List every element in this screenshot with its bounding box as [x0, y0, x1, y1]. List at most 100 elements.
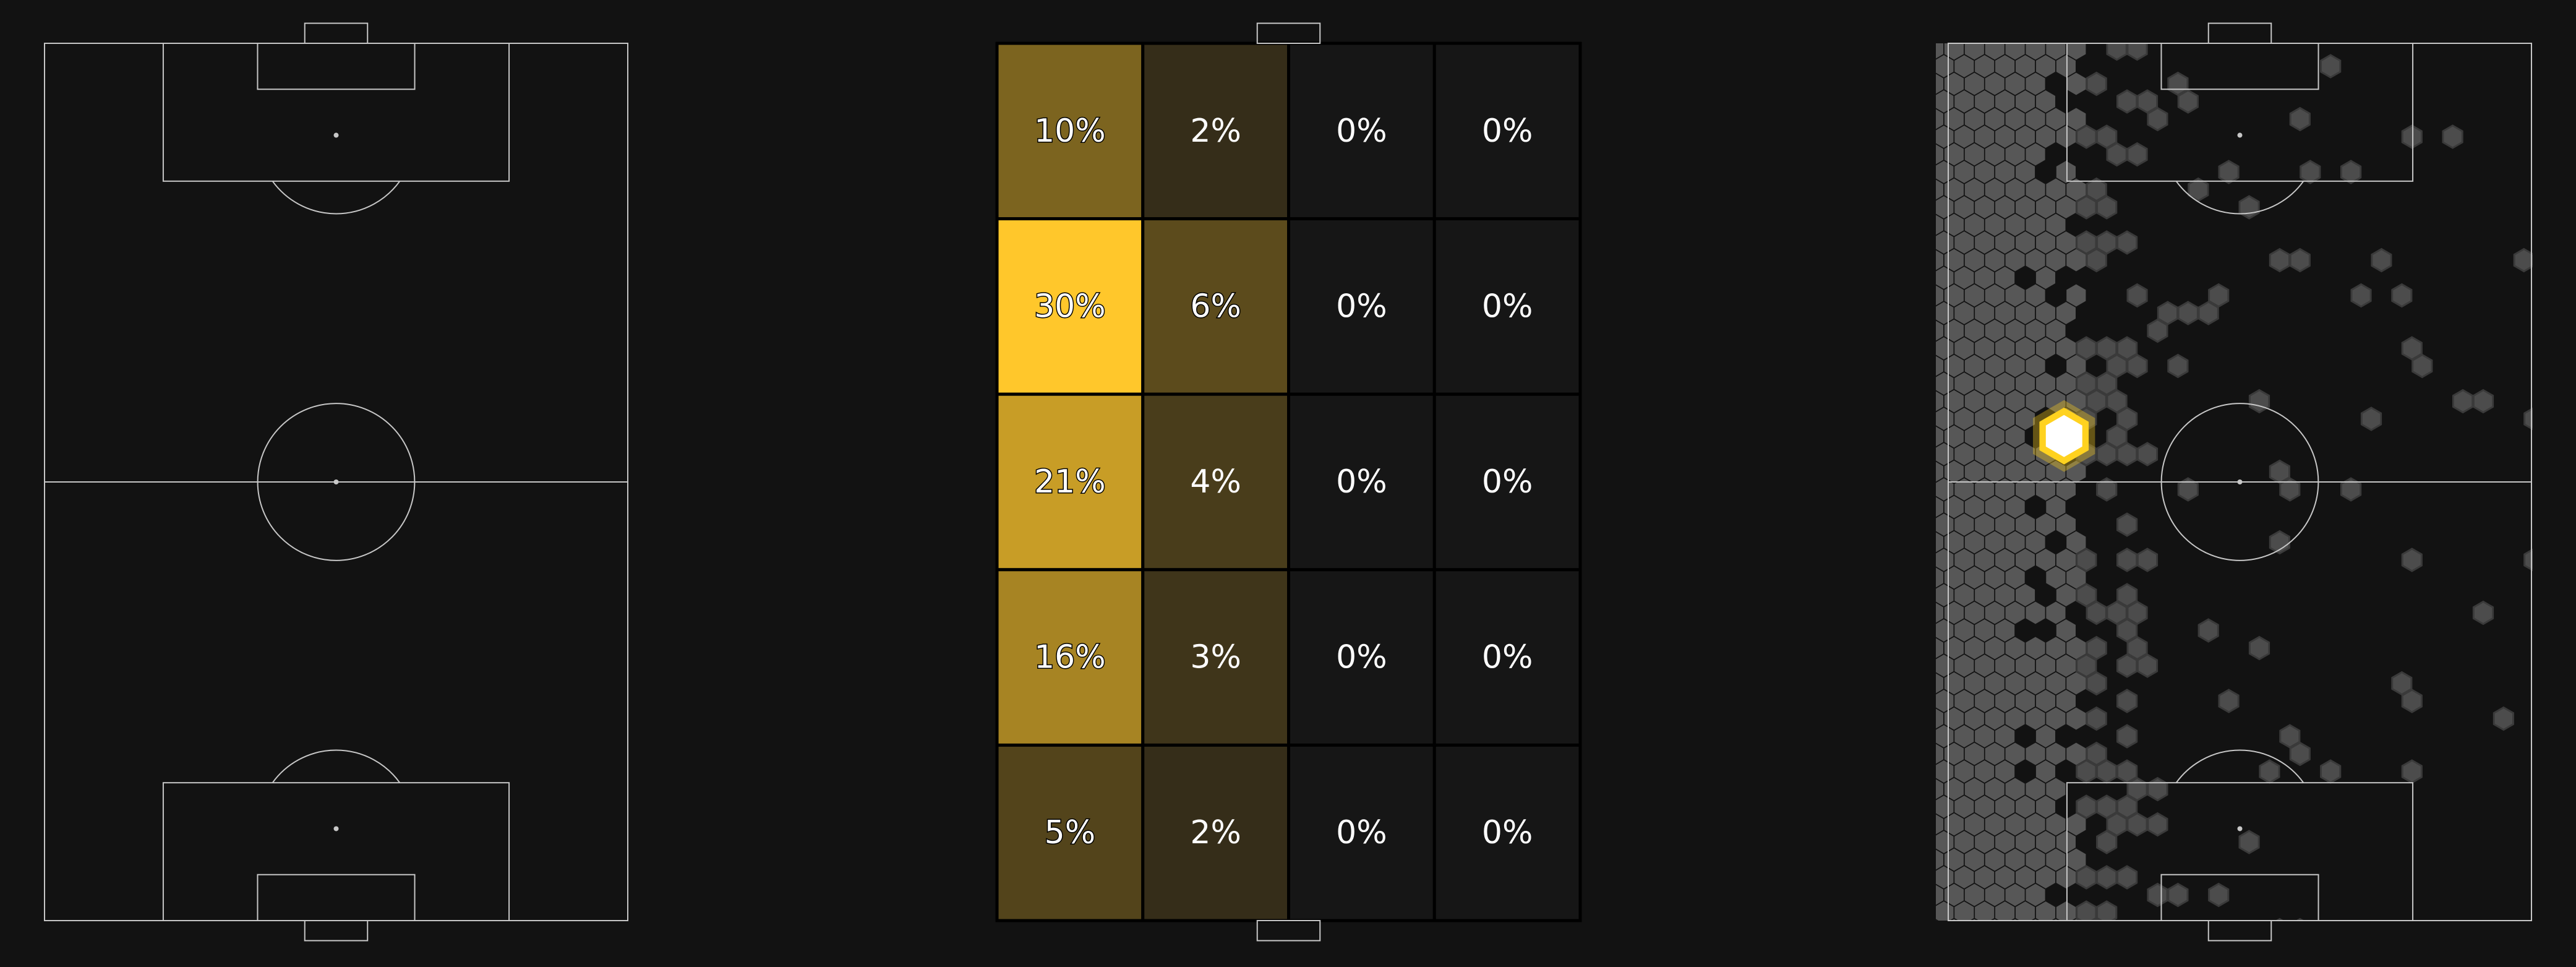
left-pitch-centre-circle: [257, 403, 416, 561]
hexbin-cell-166: [2157, 301, 2178, 325]
hexbin-cell-358: [1975, 655, 1995, 677]
hexbin-cell-117: [1914, 231, 1933, 254]
hexbin-cell-103: [1995, 196, 2015, 218]
hexbin-cell-5: [2016, 20, 2035, 42]
hexbin-cell-480: [2016, 866, 2035, 888]
hexbin-cell-439: [1975, 796, 1995, 818]
hexbin-cell-331: [2046, 601, 2066, 624]
hexbin-cell-352: [2086, 635, 2107, 661]
hexbin-cell-264: [1975, 478, 1995, 501]
hexbin-cell-343: [2197, 618, 2219, 643]
hexbin-cell-357: [1954, 655, 1974, 677]
hexbin-cell-283: [1995, 514, 2015, 536]
heatmap-label-r2-c1: 4%: [1190, 463, 1241, 501]
hexbin-cell-416: [1936, 760, 1954, 783]
hexbin-cell-471: [2005, 848, 2025, 871]
right-pitch-goal-bottom: [2207, 920, 2272, 942]
hexbin-cell-184: [2056, 337, 2076, 359]
hexbin-cell-485: [2116, 865, 2138, 890]
hexbin-cell-250: [2116, 442, 2138, 466]
hexbin-cell-265: [1995, 478, 2015, 501]
hexbin-cell-290: [1964, 531, 1984, 554]
hexbin-cell-124: [2056, 231, 2076, 254]
hexbin-cell-484: [2096, 865, 2118, 890]
heatmap-label-r0-c1: 2%: [1190, 113, 1241, 150]
hexbin-cell-455: [2126, 812, 2148, 837]
hexbin-cell-36: [2066, 72, 2086, 95]
hexbin-cell-220: [2248, 389, 2270, 414]
hexbin-cell-42: [1975, 90, 1995, 113]
hexbin-cell-301: [2016, 549, 2035, 571]
hexbin-cell-444: [2096, 794, 2118, 819]
hexbin-cell-146: [2035, 267, 2055, 289]
heatmap-label-r4-c0: 5%: [1045, 814, 1096, 851]
hexbin-cell-382: [2035, 690, 2055, 712]
hexbin-cell-97: [2086, 177, 2107, 202]
hexbin-cell-451: [2026, 813, 2045, 836]
hexbin-cell-171: [1964, 319, 1984, 342]
hexbin-cell-338: [1954, 619, 1974, 642]
hexbin-cell-62: [1975, 126, 1995, 148]
hexbin-cell-397: [1914, 725, 1933, 747]
hexbin-cell-274: [1944, 496, 1964, 518]
hexbin-cell-487: [1944, 883, 1964, 906]
hexbin-cell-18: [2066, 43, 2086, 60]
heatmap-label-r3-c2: 0%: [1336, 639, 1387, 676]
hexbin-cell-47: [2136, 89, 2159, 114]
hexbin-cell-428: [1944, 778, 1964, 801]
hexbin-cell-123: [2035, 231, 2055, 254]
hexbin-cell-389: [1964, 707, 1984, 730]
hexbin-cell-226: [1975, 408, 1995, 430]
hexbin-cell-296: [1914, 549, 1933, 571]
hexbin-cell-373: [2066, 672, 2086, 695]
hexbin-cell-221: [2452, 389, 2474, 414]
hexbin-cell-495: [1914, 901, 1933, 924]
hexbin-cell-52: [1985, 108, 2005, 131]
hexbin-cell-316: [1914, 584, 1933, 606]
hexbin-cell-367: [1944, 672, 1964, 695]
hexbin-cell-54: [2026, 108, 2045, 131]
hexbin-cell-12: [1944, 43, 1964, 60]
hexbin-cell-68: [2096, 124, 2118, 149]
hexbin-cell-7: [2118, 20, 2137, 42]
hexbin-cell-269: [2096, 477, 2118, 502]
pitch-center: [1256, 22, 1321, 942]
hexbin-cell-102: [1975, 196, 1995, 218]
heatmap-label-r1-c2: 0%: [1336, 288, 1387, 325]
hexbin-cell-403: [2116, 724, 2138, 749]
hexbin-cell-453: [2066, 813, 2086, 836]
hexbin-cell-21: [1914, 55, 1933, 77]
hexbin-cell-75: [2005, 143, 2025, 166]
hexbin-cell-45: [2035, 90, 2055, 113]
hexbin-cell-405: [1936, 744, 1943, 764]
hexbin-cell-177: [1914, 337, 1933, 359]
hexbin-cell-306: [2136, 548, 2159, 572]
hexbin-cell-137: [2269, 247, 2290, 273]
hexbin-cell-59: [1914, 126, 1933, 148]
hexbin-cell-179: [1954, 337, 1974, 359]
hexbin-cell-16: [2026, 43, 2045, 60]
hexbin-cell-252: [1936, 462, 1943, 482]
hexbin-cell-388: [1944, 707, 1964, 730]
hexbin-cell-81: [1954, 161, 1974, 183]
hexbin-cell-199: [2411, 353, 2433, 379]
hexbin-cell-486: [1936, 885, 1943, 905]
hexbin-cell-185: [2076, 336, 2097, 361]
hexbin-cell-1: [1934, 20, 1953, 42]
hexbin-cell-401: [1995, 725, 2015, 747]
hexbin-cell-107: [2076, 195, 2097, 220]
hexbin-cell-307: [2401, 548, 2423, 572]
hexbin-cell-394: [2066, 707, 2086, 730]
hexbin-cell-420: [2035, 760, 2055, 783]
left-pitch-penalty-arc-bottom: [272, 749, 401, 783]
hexbin-cell-304: [2076, 548, 2097, 572]
hexbin-cell-56: [2066, 108, 2086, 131]
hexbin-cell-483: [2076, 865, 2097, 890]
hexbin-cell-333: [2106, 600, 2128, 625]
hexbin-cell-234: [1936, 426, 1943, 447]
hexbin-cell-320: [1995, 584, 2015, 606]
hexbin-cell-395: [2086, 706, 2107, 731]
hexbin-cell-478: [1975, 866, 1995, 888]
hexbin-cell-58: [2289, 106, 2311, 132]
hexbin-cell-190: [1944, 355, 1964, 377]
